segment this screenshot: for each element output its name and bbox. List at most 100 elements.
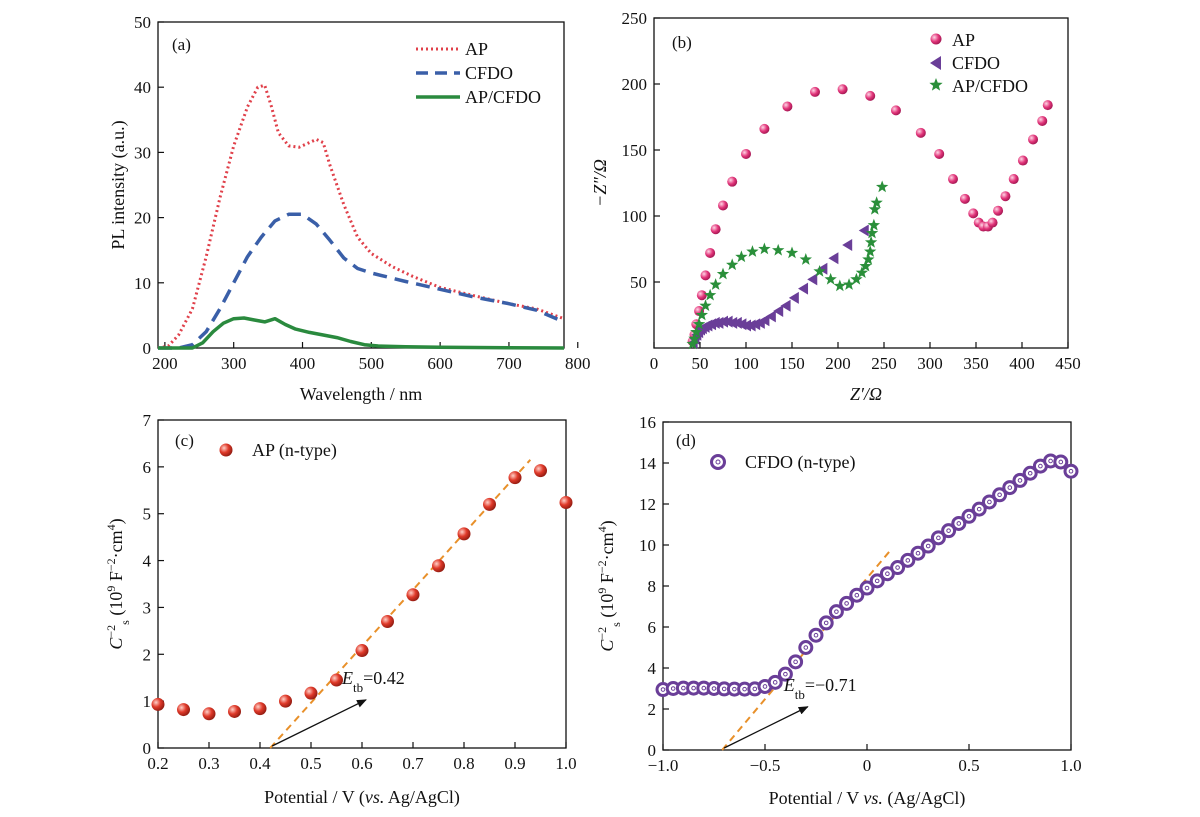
data-point — [981, 494, 997, 510]
x-tick-label: 300 — [917, 354, 943, 373]
data-point — [858, 224, 869, 237]
data-point — [855, 266, 869, 279]
x-tick-label: 500 — [359, 354, 385, 373]
data-point — [686, 337, 699, 350]
x-tick-label: 50 — [692, 354, 709, 373]
y-tick-label: 50 — [630, 273, 647, 292]
y-tick-label: 4 — [143, 552, 152, 571]
legend-label-ap-ntype: AP (n-type) — [252, 440, 337, 461]
data-point — [864, 245, 877, 257]
panel-c-label: (c) — [175, 431, 194, 450]
legend-marker-cfdo-ntype — [710, 454, 726, 470]
panel-d-series — [655, 453, 1079, 751]
panel-d-mott-schottky-cfdo: −1.0 −0.5 0 0.5 1.0 0 2 4 6 8 10 12 14 16 (d) Potenti… — [595, 413, 1082, 809]
y-tick-label: 2 — [648, 700, 657, 719]
x-tick-label: 800 — [565, 354, 591, 373]
data-point — [690, 325, 703, 338]
data-point — [920, 538, 936, 554]
data-point-core — [691, 685, 696, 691]
y-tick-label: 30 — [134, 143, 151, 162]
x-tick-label: 150 — [779, 354, 805, 373]
data-point — [151, 697, 165, 711]
data-point — [773, 305, 784, 318]
data-point — [868, 202, 881, 215]
data-point — [699, 299, 712, 312]
legend-marker-cfdo-ntype-core — [715, 459, 721, 465]
data-point — [865, 226, 879, 239]
data-point-core — [874, 578, 880, 584]
data-point — [695, 308, 709, 321]
data-point — [798, 282, 809, 295]
x-tick-label: 0.7 — [402, 754, 424, 773]
y-tick-label: 14 — [639, 454, 657, 473]
data-point-core — [936, 535, 941, 541]
data-point — [177, 703, 190, 717]
x-tick-label: 700 — [496, 354, 522, 373]
x-tick-label: 300 — [221, 354, 247, 373]
data-point — [837, 84, 848, 95]
data-point — [716, 267, 730, 280]
legend-label-cfdo-ntype: CFDO (n-type) — [745, 452, 856, 473]
y-tick-label: 10 — [134, 274, 151, 293]
panel-d-annotation: Etb=−0.71 — [783, 675, 857, 702]
data-point-core — [742, 686, 747, 692]
data-point-core — [966, 514, 972, 519]
data-point — [1008, 174, 1019, 185]
data-point — [279, 694, 292, 708]
data-point — [961, 508, 977, 524]
panel-a-ylabel: PL intensity (a.u.) — [108, 120, 129, 249]
x-tick-label: 0.3 — [198, 754, 219, 773]
data-point — [951, 515, 967, 531]
data-point — [910, 545, 926, 561]
data-point-core — [711, 686, 717, 691]
data-point — [971, 501, 987, 517]
y-tick-label: 40 — [134, 78, 151, 97]
data-point — [1012, 472, 1028, 488]
data-point-core — [660, 687, 666, 692]
y-tick-label: 1 — [143, 692, 152, 711]
legend-label-apcfdo: AP/CFDO — [952, 76, 1028, 96]
data-point — [253, 702, 267, 716]
x-tick-label: 0.5 — [300, 754, 321, 773]
panel-a-pl-spectra: 200 300 400 500 600 700 800 0 10 20 30 40 50 (a) Wav… — [108, 13, 591, 404]
data-point — [788, 654, 804, 670]
y-tick-label: 0 — [143, 339, 152, 358]
data-point — [330, 673, 343, 687]
data-point — [798, 640, 814, 655]
data-point-core — [1007, 485, 1013, 490]
data-point — [782, 101, 793, 112]
data-point — [833, 279, 847, 292]
data-point — [799, 253, 812, 265]
data-point — [534, 464, 547, 478]
data-point-core — [783, 671, 788, 677]
y-tick-label: 16 — [639, 413, 656, 432]
data-point-core — [813, 632, 819, 638]
panel-c-xlabel: Potential / V (vs. Ag/AgCl) — [264, 787, 460, 808]
panel-d-xlabel: Potential / V vs. (Ag/AgCl) — [769, 788, 966, 809]
data-point — [808, 627, 824, 643]
y-tick-label: 0 — [143, 739, 152, 758]
data-point-core — [946, 528, 951, 533]
data-point-core — [997, 492, 1002, 498]
data-point — [304, 686, 318, 700]
data-point — [948, 174, 958, 185]
x-tick-label: 400 — [1009, 354, 1035, 373]
data-point — [1042, 100, 1053, 111]
x-tick-label: 400 — [290, 354, 316, 373]
data-point — [959, 193, 970, 204]
x-tick-label: 1.0 — [555, 754, 576, 773]
data-point — [867, 218, 881, 231]
data-point-core — [721, 686, 727, 692]
panel-c-frame — [157, 419, 567, 749]
x-tick-label: −0.5 — [750, 756, 781, 775]
data-point — [870, 196, 883, 209]
data-point — [1002, 480, 1018, 496]
data-point — [930, 530, 946, 546]
panel-d-ylabel: C−2s (109 F−2·cm4) — [595, 520, 623, 651]
y-tick-label: 3 — [143, 598, 152, 617]
data-point — [746, 245, 759, 257]
panel-c-annotation: Etb=0.42 — [341, 668, 405, 695]
y-tick-label: 4 — [648, 659, 657, 678]
data-point — [941, 523, 957, 539]
